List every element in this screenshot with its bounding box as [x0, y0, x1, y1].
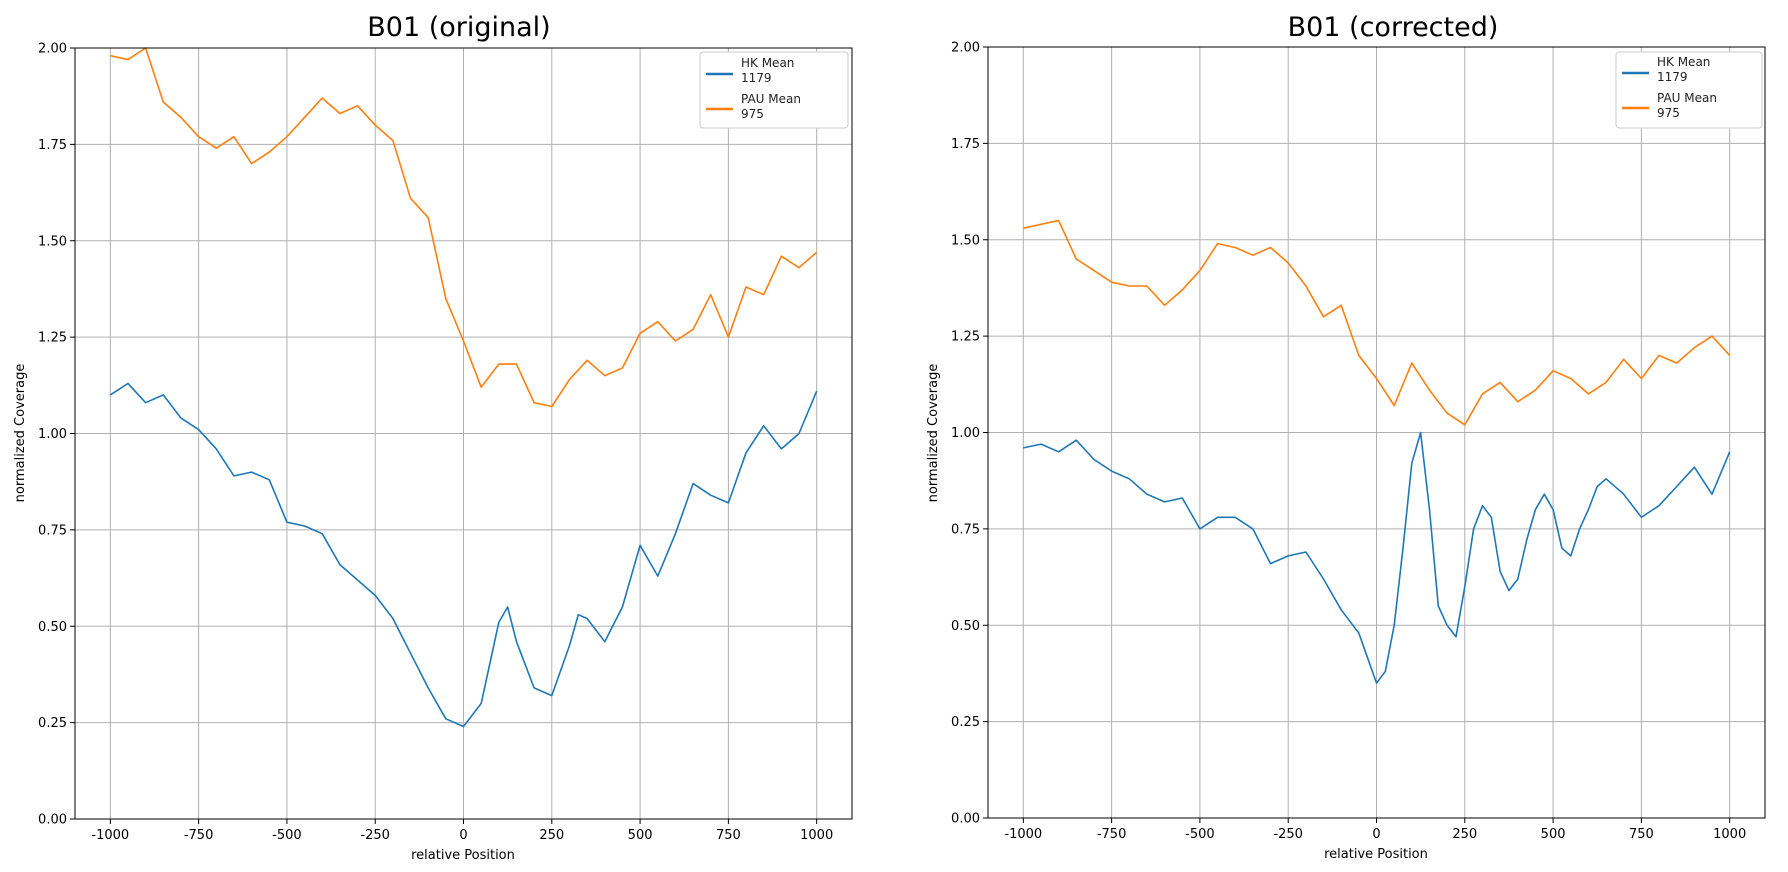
- y-tick-label: 0.00: [951, 812, 980, 827]
- series-line-hk-mean: [1023, 431, 1731, 684]
- series-line-hk-mean: [109, 382, 818, 728]
- legend-box: [699, 51, 849, 129]
- x-tick-label: 250: [539, 828, 564, 843]
- y-tick-label: 0.25: [951, 715, 980, 730]
- x-axis-ticks: -1000 -750 -500 -250 0 250 500 750 1000: [91, 819, 833, 843]
- x-tick-label: 0: [459, 828, 467, 843]
- legend-label-pau-count: 975: [1657, 106, 1680, 120]
- x-tick-label: -500: [1185, 827, 1215, 842]
- x-tick-label: 500: [1541, 827, 1566, 842]
- x-tick-label: -1000: [1004, 827, 1042, 842]
- y-axis-ticks: 0.00 0.25 0.50 0.75 1.00 1.25 1.50 1.75 2.00: [38, 42, 75, 828]
- series-lines: [1023, 219, 1731, 684]
- grid: [988, 46, 1765, 819]
- legend-label-hk-count: 1179: [1657, 70, 1688, 84]
- chart-title: B01 (original): [367, 12, 550, 43]
- x-tick-label: -750: [184, 828, 214, 843]
- x-tick-label: -250: [360, 828, 390, 843]
- y-tick-label: 0.75: [38, 523, 67, 538]
- chart-title: B01 (corrected): [1288, 12, 1499, 43]
- x-tick-label: -750: [1097, 827, 1127, 842]
- y-axis-label: normalized Coverage: [926, 364, 941, 503]
- x-tick-label: 1000: [800, 828, 833, 843]
- x-tick-label: 750: [716, 828, 741, 843]
- y-tick-label: 0.25: [38, 716, 67, 731]
- x-tick-label: 250: [1452, 827, 1477, 842]
- x-tick-label: 0: [1372, 827, 1380, 842]
- x-axis-label: relative Position: [1324, 847, 1428, 862]
- x-axis-ticks: -1000 -750 -500 -250 0 250 500 750 1000: [1004, 818, 1746, 842]
- legend-label-pau-count: 975: [741, 107, 764, 121]
- x-tick-label: 1000: [1713, 827, 1746, 842]
- subplot-original: B01 (original) -1000 -750 -500 -250 0 250 500 7…: [13, 12, 853, 863]
- y-tick-label: 0.50: [38, 620, 67, 635]
- y-tick-label: 1.00: [38, 427, 67, 442]
- legend: HK Mean 1179 PAU Mean 975: [1615, 51, 1763, 129]
- y-axis-ticks: 0.00 0.25 0.50 0.75 1.00 1.25 1.50 1.75 2.00: [951, 41, 988, 827]
- x-tick-label: -1000: [91, 828, 129, 843]
- legend-label-pau-name: PAU Mean: [741, 92, 801, 106]
- x-tick-label: 750: [1629, 827, 1654, 842]
- series-line-pau-mean: [110, 47, 818, 408]
- y-tick-label: 2.00: [951, 41, 980, 56]
- grid: [75, 47, 852, 820]
- series-lines: [109, 47, 818, 728]
- y-tick-label: 0.75: [951, 522, 980, 537]
- x-tick-label: -500: [272, 828, 302, 843]
- y-tick-label: 0.50: [951, 619, 980, 634]
- y-tick-label: 1.25: [38, 331, 67, 346]
- legend-label-hk-count: 1179: [741, 71, 772, 85]
- y-axis-label: normalized Coverage: [13, 364, 28, 503]
- y-tick-label: 1.00: [951, 426, 980, 441]
- y-tick-label: 1.50: [38, 234, 67, 249]
- x-axis-label: relative Position: [411, 848, 515, 863]
- series-line-pau-mean: [1023, 219, 1731, 426]
- y-tick-label: 1.75: [38, 138, 67, 153]
- y-tick-label: 0.00: [38, 813, 67, 828]
- x-tick-label: 500: [628, 828, 653, 843]
- legend-box: [1615, 51, 1763, 129]
- legend-label-hk-name: HK Mean: [741, 56, 794, 70]
- y-tick-label: 1.25: [951, 330, 980, 345]
- x-tick-label: -250: [1273, 827, 1303, 842]
- y-tick-label: 1.50: [951, 233, 980, 248]
- y-tick-label: 2.00: [38, 42, 67, 57]
- subplot-corrected: B01 (corrected) -1000 -750 -500 -250 0 250 500…: [926, 12, 1766, 862]
- legend-label-hk-name: HK Mean: [1657, 55, 1710, 69]
- legend-label-pau-name: PAU Mean: [1657, 91, 1717, 105]
- legend: HK Mean 1179 PAU Mean 975: [699, 51, 849, 129]
- y-tick-label: 1.75: [951, 137, 980, 152]
